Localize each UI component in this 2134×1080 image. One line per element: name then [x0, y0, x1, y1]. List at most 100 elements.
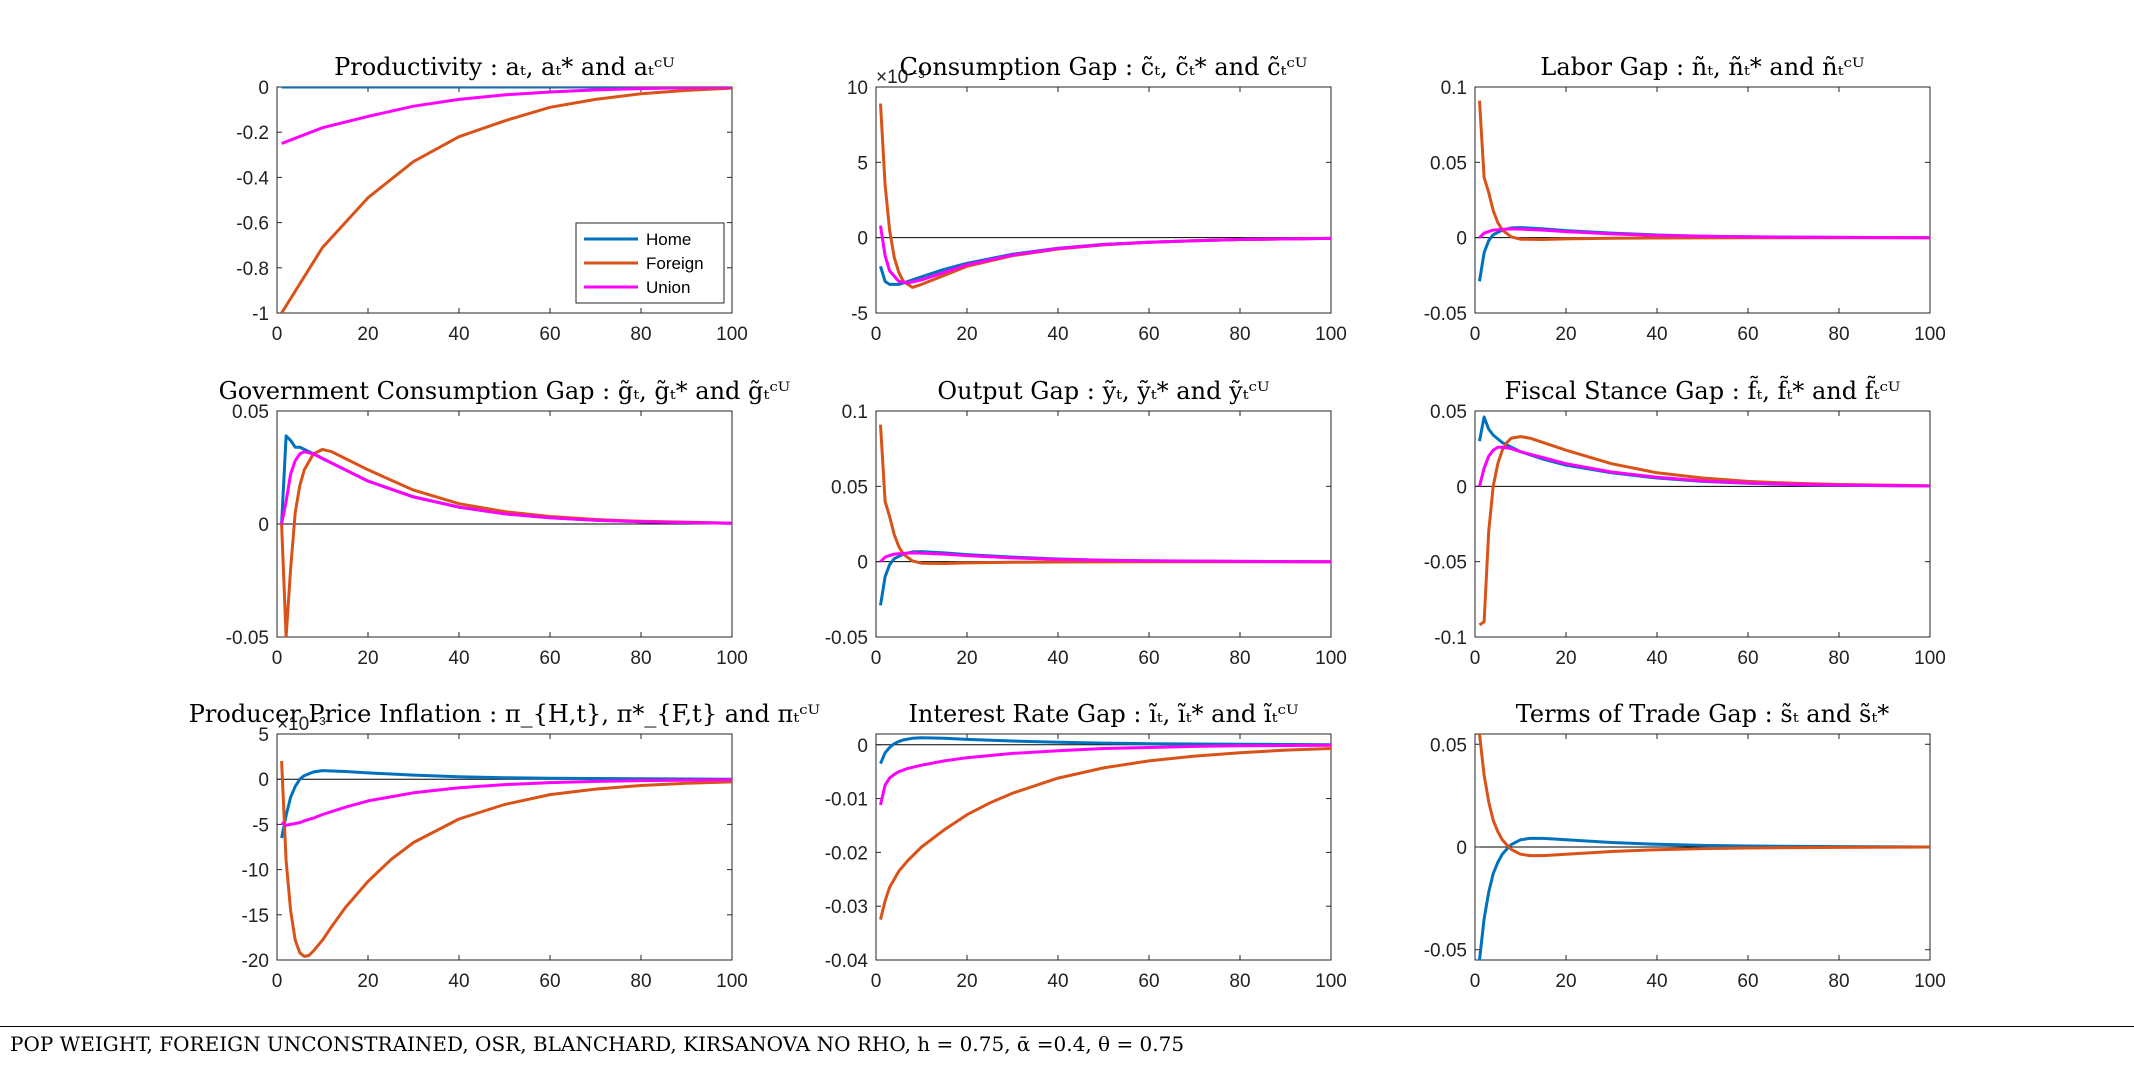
y-tick-label: -20	[242, 951, 269, 972]
axes-box	[1474, 410, 1931, 638]
x-tick-label: 40	[1047, 971, 1068, 992]
x-tick-label: 100	[1914, 648, 1946, 669]
legend-label-home: Home	[646, 230, 691, 249]
y-tick-label: -0.03	[825, 897, 868, 918]
x-tick-label: 60	[1737, 324, 1758, 345]
y-tick-label: 0.05	[1430, 735, 1467, 756]
x-tick-label: 60	[1737, 648, 1758, 669]
x-tick-label: 40	[1646, 324, 1667, 345]
y-tick-label: -0.2	[236, 123, 269, 144]
x-tick-label: 60	[539, 324, 560, 345]
x-tick-label: 100	[716, 324, 748, 345]
chart-title: Producer Price Inflation : π_{H,t}, π*_{…	[189, 700, 821, 728]
x-tick-label: 40	[448, 971, 469, 992]
chart-title: Productivity : aₜ, aₜ* and aₜᶜᵁ	[334, 53, 675, 81]
axes-box	[276, 733, 733, 961]
chart-title: Terms of Trade Gap : s̃ₜ and s̃ₜ*	[1516, 700, 1890, 728]
x-tick-label: 20	[956, 648, 977, 669]
legend-label-foreign: Foreign	[646, 254, 704, 273]
y-tick-label: -0.04	[825, 951, 869, 972]
x-tick-label: 60	[539, 648, 560, 669]
footer-rule	[0, 1026, 2134, 1080]
y-tick-label: -1	[252, 304, 269, 325]
y-tick-label: 0	[1456, 838, 1467, 859]
series-line-home	[1478, 836, 1930, 960]
x-tick-label: 40	[1646, 971, 1667, 992]
axes-box	[875, 86, 1332, 314]
chart-title: Output Gap : ỹₜ, ỹₜ* and ỹₜᶜᵁ	[937, 377, 1269, 405]
chart-panel-8: 0 20 40 60 80 100 -0.04 -0.03 -0.02 -0.01 0 Interes…	[825, 700, 1347, 992]
axes-box	[875, 733, 1332, 961]
y-tick-label: -0.8	[236, 259, 269, 280]
y-tick-label: -0.4	[236, 168, 269, 189]
x-tick-label: 40	[448, 648, 469, 669]
x-tick-label: 80	[630, 971, 651, 992]
axis-exponent: ×10⁻³	[277, 714, 326, 735]
series-line-union	[879, 225, 1331, 285]
y-tick-label: 0	[857, 229, 868, 250]
x-tick-label: 80	[1828, 648, 1849, 669]
x-tick-label: 0	[272, 324, 283, 345]
y-tick-label: 10	[847, 78, 868, 99]
y-tick-label: -0.05	[226, 628, 269, 649]
y-tick-label: -0.05	[1424, 553, 1467, 574]
x-tick-label: 40	[1047, 648, 1068, 669]
y-tick-label: 0	[1456, 477, 1467, 498]
chart-title: Fiscal Stance Gap : f̃ₜ, f̃ₜ* and f̃ₜᶜᵁ	[1504, 376, 1900, 405]
series-line-home	[879, 736, 1331, 765]
legend: Home Foreign Union	[575, 222, 725, 304]
x-tick-label: 0	[871, 648, 882, 669]
y-tick-label: 0	[857, 553, 868, 574]
x-tick-label: 20	[357, 648, 378, 669]
x-tick-label: 20	[956, 324, 977, 345]
legend-label-union: Union	[646, 278, 690, 297]
x-tick-label: 40	[448, 324, 469, 345]
y-tick-label: 0.05	[1430, 153, 1467, 174]
y-tick-label: 0	[857, 736, 868, 757]
x-tick-label: 100	[716, 648, 748, 669]
chart-panel-1: 0 20 40 60 80 100 -1 -0.8 -0.6 -0.4 -0.2 0 Productiv…	[236, 53, 748, 345]
y-tick-label: -0.02	[825, 843, 868, 864]
series-line-union	[879, 551, 1331, 564]
x-tick-label: 60	[1138, 648, 1159, 669]
y-tick-label: -15	[242, 906, 269, 927]
x-tick-label: 60	[1737, 971, 1758, 992]
y-tick-label: 5	[857, 153, 868, 174]
series-line-union	[281, 87, 732, 145]
x-tick-label: 100	[1914, 324, 1946, 345]
x-tick-label: 100	[1315, 648, 1347, 669]
figure: 0 20 40 60 80 100-1-0.8-0.6-0.4-0.20Productiv…	[189, 53, 1946, 992]
x-tick-label: 80	[1828, 324, 1849, 345]
chart-title: Government Consumption Gap : g̃ₜ, g̃ₜ* a…	[219, 377, 791, 405]
y-tick-label: 0.05	[1430, 402, 1467, 423]
x-tick-label: 0	[1470, 324, 1481, 345]
y-tick-label: 0.1	[1441, 78, 1467, 99]
x-tick-label: 80	[630, 648, 651, 669]
series-line-foreign	[1478, 734, 1930, 858]
x-tick-label: 0	[272, 971, 283, 992]
x-tick-label: 100	[1315, 324, 1347, 345]
x-tick-label: 80	[630, 324, 651, 345]
x-tick-label: 20	[956, 971, 977, 992]
x-tick-label: 80	[1229, 324, 1250, 345]
footer-caption: POP WEIGHT, FOREIGN UNCONSTRAINED, OSR, …	[10, 1032, 1185, 1056]
series-line-home	[280, 769, 732, 839]
x-tick-label: 20	[357, 324, 378, 345]
x-tick-label: 20	[357, 971, 378, 992]
x-tick-label: 60	[1138, 971, 1159, 992]
y-tick-label: 0.05	[831, 477, 868, 498]
series-line-union	[280, 450, 732, 525]
series-line-foreign	[879, 747, 1331, 920]
y-tick-label: 0	[258, 770, 269, 791]
y-tick-label: -0.01	[825, 790, 868, 811]
y-tick-label: 0.05	[232, 402, 269, 423]
y-tick-label: -0.05	[825, 628, 868, 649]
y-tick-label: -0.05	[1424, 304, 1467, 325]
x-tick-label: 80	[1229, 971, 1250, 992]
chart-title: Labor Gap : ñₜ, ñₜ* and ñₜᶜᵁ	[1540, 53, 1864, 81]
